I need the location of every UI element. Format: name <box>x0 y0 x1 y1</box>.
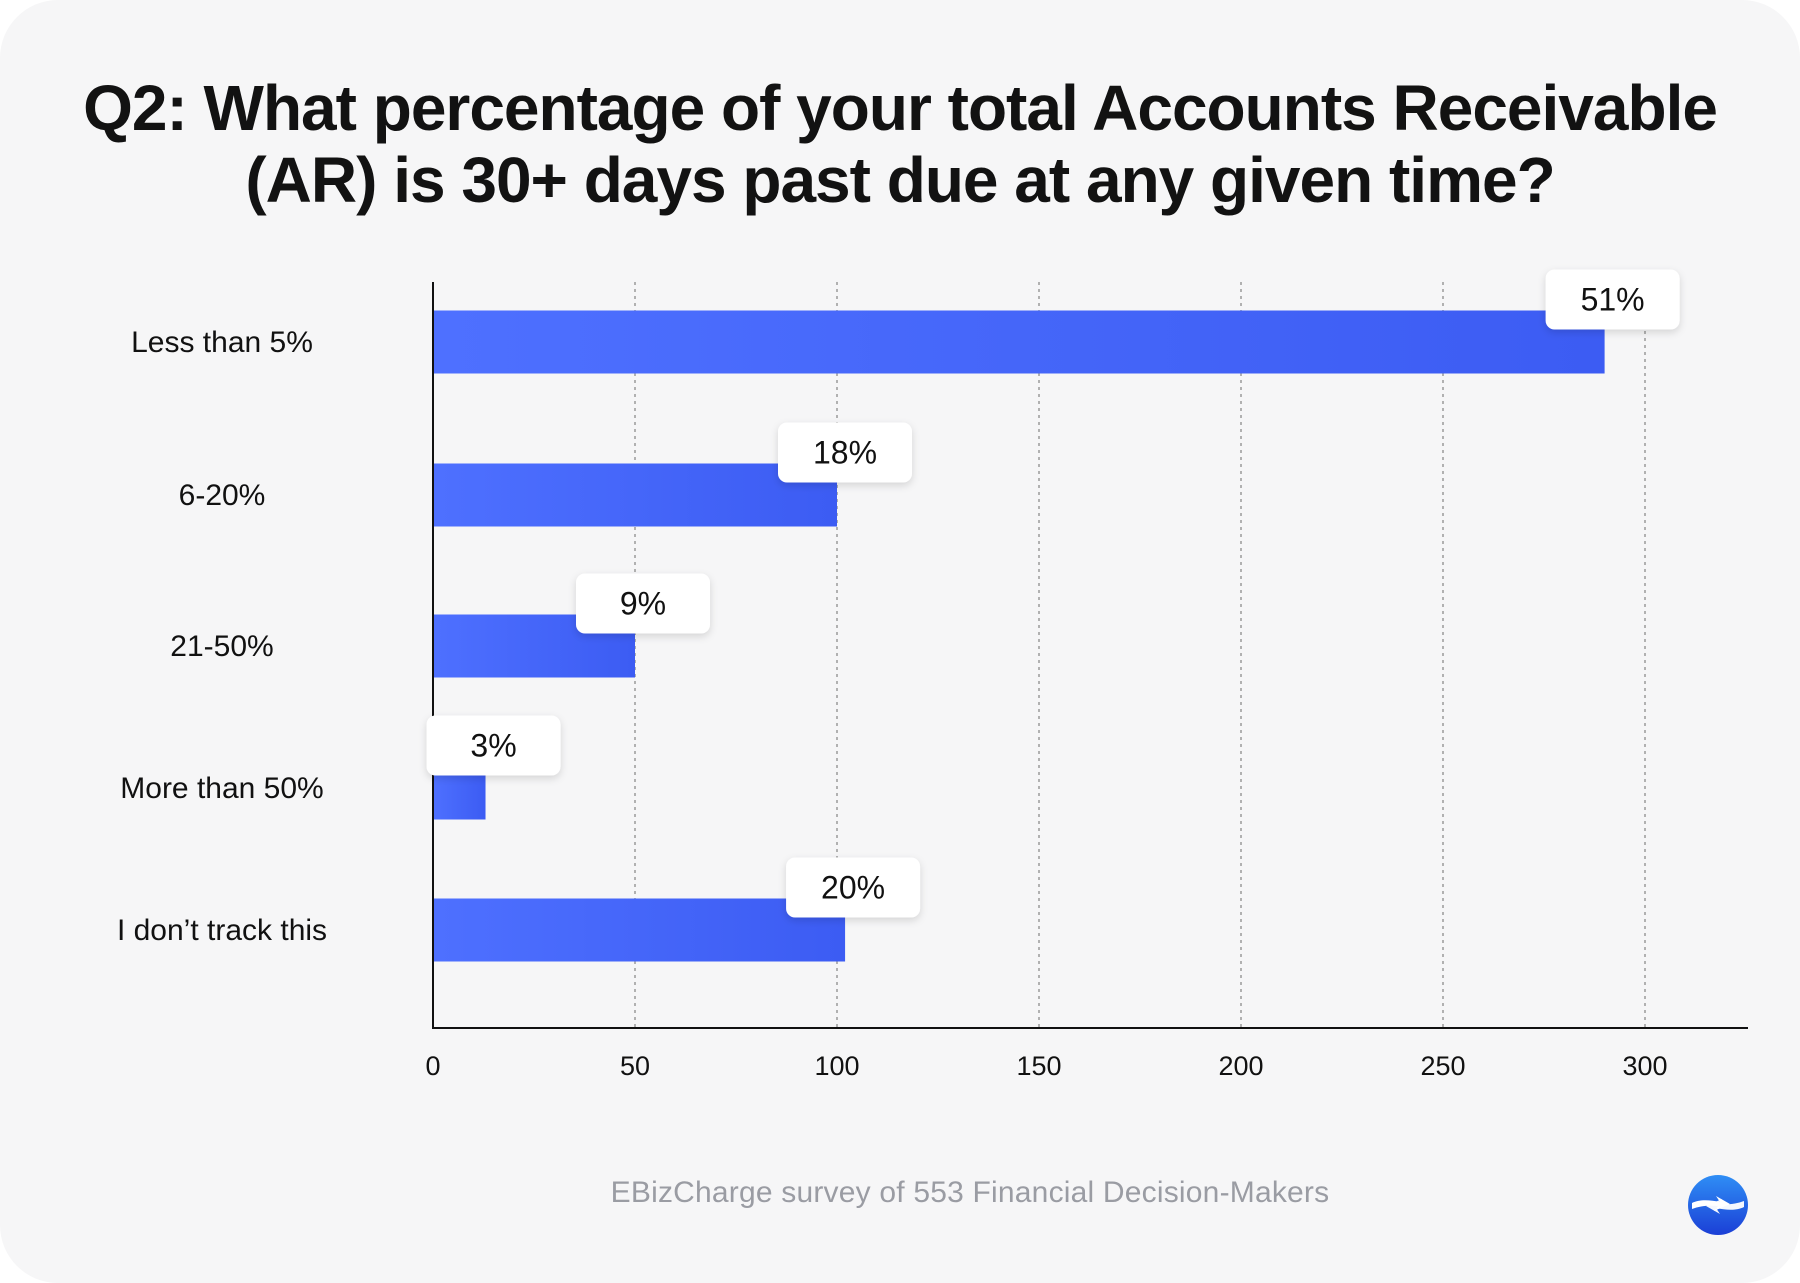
source-note: EBizCharge survey of 553 Financial Decis… <box>610 1176 1330 1209</box>
x-tick-label: 250 <box>1420 1051 1465 1081</box>
x-tick-label: 0 <box>425 1051 440 1081</box>
bar <box>433 310 1605 374</box>
category-label: 6-20% <box>179 479 266 512</box>
axes <box>432 282 1748 1029</box>
data-label-box <box>426 715 561 776</box>
data-label: 3% <box>470 728 516 764</box>
x-tick-label: 200 <box>1218 1051 1263 1081</box>
category-label: Less than 5% <box>131 326 313 359</box>
data-label: 18% <box>813 435 877 471</box>
data-label-box <box>576 573 710 634</box>
bar <box>433 463 837 527</box>
data-label-box <box>778 422 912 483</box>
x-tick-label: 50 <box>620 1051 650 1081</box>
category-label: 21-50% <box>170 630 273 663</box>
ebizcharge-logo-icon <box>1688 1175 1748 1235</box>
category-labels: Less than 5% 6-20% 21-50% More than 50% I do… <box>117 326 327 947</box>
tick-labels: 0 50 100 150 200 250 300 <box>425 1051 1667 1081</box>
data-label-box <box>786 857 921 918</box>
x-tick-label: 300 <box>1622 1051 1667 1081</box>
category-label: I don’t track this <box>117 914 327 947</box>
data-label: 9% <box>620 586 666 622</box>
chart-title: Q2: What percentage of your total Accoun… <box>83 72 1718 216</box>
category-label: More than 50% <box>120 772 323 805</box>
x-tick-label: 100 <box>814 1051 859 1081</box>
data-label: 20% <box>821 870 885 906</box>
x-tick-label: 150 <box>1016 1051 1061 1081</box>
bar <box>433 898 846 962</box>
data-labels: 51% 18% 9% 3% 20% <box>426 269 1680 918</box>
bars <box>433 310 1605 962</box>
data-label: 51% <box>1581 282 1645 318</box>
data-label-box <box>1545 269 1680 330</box>
